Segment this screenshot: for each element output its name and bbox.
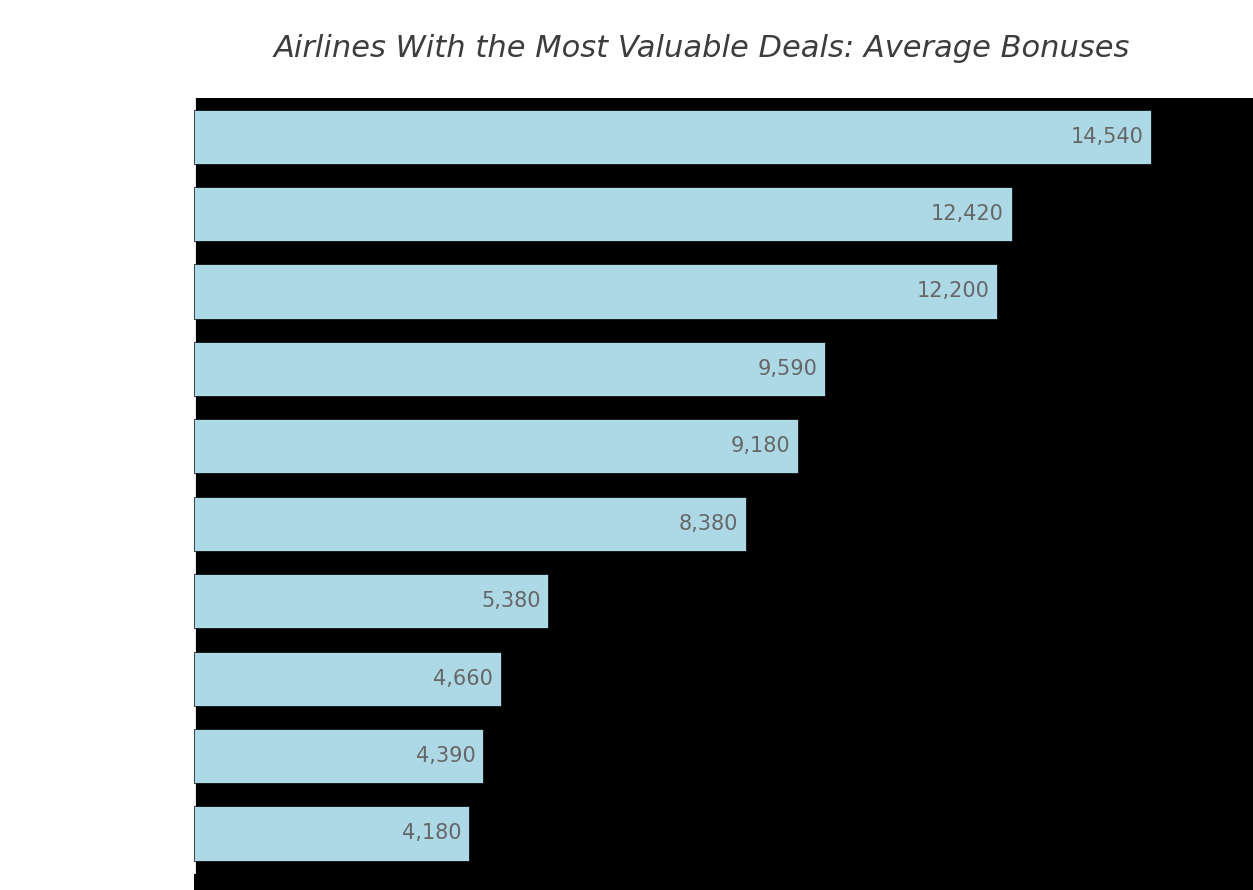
Bar: [194, 187, 1011, 241]
Text: 9,590: 9,590: [758, 359, 817, 379]
Bar: [194, 109, 1152, 164]
Bar: [194, 264, 997, 319]
Text: 8,380: 8,380: [679, 514, 738, 534]
Text: 4,180: 4,180: [402, 823, 461, 844]
Bar: [194, 729, 484, 783]
Text: 12,200: 12,200: [916, 281, 990, 302]
Bar: [194, 419, 798, 473]
Bar: [194, 651, 501, 706]
Text: 5,380: 5,380: [481, 591, 540, 611]
Text: 4,390: 4,390: [416, 746, 475, 766]
Text: 12,420: 12,420: [931, 204, 1004, 224]
Bar: [194, 497, 746, 551]
Text: Airlines With the Most Valuable Deals: Average Bonuses: Airlines With the Most Valuable Deals: A…: [273, 35, 1130, 63]
Bar: [194, 342, 826, 396]
Bar: [194, 574, 549, 628]
Bar: [194, 806, 470, 861]
Text: 9,180: 9,180: [730, 436, 791, 457]
Text: 14,540: 14,540: [1070, 126, 1144, 147]
Text: 4,660: 4,660: [434, 668, 492, 689]
